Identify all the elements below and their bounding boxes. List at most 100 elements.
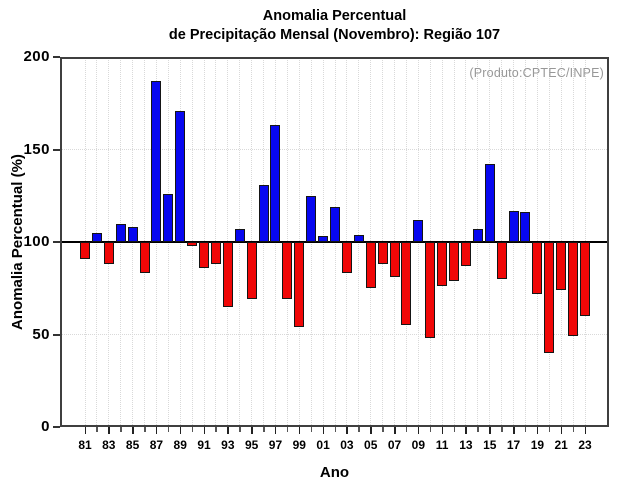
- x-tick-label-83: 83: [102, 438, 116, 452]
- x-tick-03: [346, 427, 348, 434]
- x-tick-18: [524, 427, 527, 432]
- x-tick-04: [358, 427, 360, 432]
- x-tick-label-07: 07: [387, 438, 402, 452]
- bar-07: [389, 242, 400, 278]
- x-tick-label-91: 91: [197, 438, 211, 452]
- bar-14: [472, 229, 483, 242]
- x-tick-95: [251, 427, 253, 434]
- bar-20: [544, 242, 555, 353]
- bar-19: [532, 242, 543, 294]
- bar-17: [508, 210, 519, 242]
- x-tick-96: [263, 427, 265, 432]
- bar-05: [365, 242, 376, 289]
- bar-83: [103, 242, 114, 265]
- bar-12: [449, 242, 460, 281]
- bar-81: [80, 242, 90, 259]
- x-tick-85: [132, 427, 134, 434]
- x-tick-label-13: 13: [459, 438, 473, 452]
- x-tick-label-19: 19: [530, 438, 545, 452]
- bar-87: [151, 81, 162, 242]
- x-tick-label-95: 95: [244, 438, 259, 452]
- x-tick-15: [489, 427, 491, 434]
- x-tick-label-15: 15: [483, 438, 497, 452]
- bar-94: [234, 229, 245, 242]
- bar-21: [556, 242, 567, 291]
- x-tick-23: [584, 427, 586, 434]
- plot-area: (Produto:CPTEC/INPE): [60, 57, 609, 427]
- y-tick-100: [53, 241, 60, 243]
- x-tick-01: [322, 427, 325, 434]
- bar-18: [520, 212, 531, 242]
- x-tick-81: [84, 427, 86, 434]
- x-tick-label-89: 89: [173, 438, 187, 452]
- x-tick-label-81: 81: [78, 438, 92, 452]
- bar-10: [425, 242, 436, 339]
- bar-85: [127, 227, 138, 242]
- x-tick-label-23: 23: [578, 438, 592, 452]
- y-tick-label-200: 200: [23, 48, 50, 65]
- bar-00: [306, 195, 317, 242]
- y-tick-0: [53, 426, 60, 428]
- x-tick-19: [536, 427, 539, 434]
- y-tick-50: [53, 333, 60, 336]
- chart-title-line-2: de Precipitação Mensal (Novembro): Regiã…: [168, 27, 501, 43]
- x-tick-label-03: 03: [340, 438, 354, 452]
- bar-98: [282, 242, 293, 300]
- plot-frame: [60, 57, 609, 427]
- x-tick-label-09: 09: [411, 438, 425, 452]
- x-tick-label-17: 17: [506, 438, 521, 452]
- bar-03: [341, 242, 352, 274]
- x-tick-92: [215, 427, 217, 432]
- bar-13: [460, 242, 471, 267]
- x-tick-83: [108, 427, 110, 434]
- x-tick-21: [560, 427, 563, 434]
- y-tick-label-150: 150: [23, 140, 50, 158]
- x-tick-00: [310, 427, 313, 432]
- x-tick-94: [239, 427, 241, 432]
- x-tick-97: [274, 427, 277, 434]
- baseline-100: [60, 241, 609, 243]
- bar-22: [568, 242, 579, 337]
- x-tick-17: [513, 427, 515, 434]
- x-tick-label-85: 85: [125, 438, 140, 452]
- x-tick-label-87: 87: [149, 438, 164, 452]
- x-tick-90: [191, 427, 194, 432]
- x-tick-99: [298, 427, 301, 434]
- x-tick-93: [227, 427, 229, 434]
- x-tick-label-05: 05: [364, 438, 378, 452]
- x-tick-05: [370, 427, 372, 434]
- x-tick-91: [203, 427, 206, 434]
- bar-90: [187, 242, 198, 246]
- x-tick-13: [465, 427, 467, 434]
- x-axis-title: Ano: [319, 464, 350, 481]
- bar-91: [199, 242, 210, 268]
- x-tick-label-93: 93: [221, 438, 235, 452]
- chart-title-line-1: Anomalia Percentual: [262, 8, 407, 24]
- bar-01: [318, 236, 329, 242]
- x-tick-88: [167, 427, 170, 432]
- bar-23: [580, 242, 590, 316]
- bar-02: [330, 206, 340, 242]
- x-tick-87: [155, 427, 158, 434]
- y-tick-label-100: 100: [23, 233, 50, 250]
- bar-15: [484, 164, 495, 242]
- x-tick-20: [548, 427, 551, 432]
- producer-watermark: (Produto:CPTEC/INPE): [469, 66, 604, 80]
- bar-04: [353, 234, 364, 242]
- x-tick-label-99: 99: [292, 438, 306, 452]
- bar-84: [115, 223, 126, 242]
- y-tick-150: [53, 148, 60, 151]
- x-tick-89: [179, 427, 182, 434]
- x-tick-86: [144, 427, 146, 432]
- x-tick-84: [120, 427, 122, 432]
- bar-09: [413, 219, 424, 242]
- bar-08: [401, 242, 412, 326]
- x-tick-label-11: 11: [435, 438, 449, 452]
- bar-95: [246, 242, 257, 300]
- x-tick-10: [429, 427, 432, 432]
- x-tick-08: [405, 427, 408, 432]
- x-tick-16: [501, 427, 503, 432]
- y-tick-label-50: 50: [32, 325, 50, 343]
- x-tick-09: [417, 427, 420, 434]
